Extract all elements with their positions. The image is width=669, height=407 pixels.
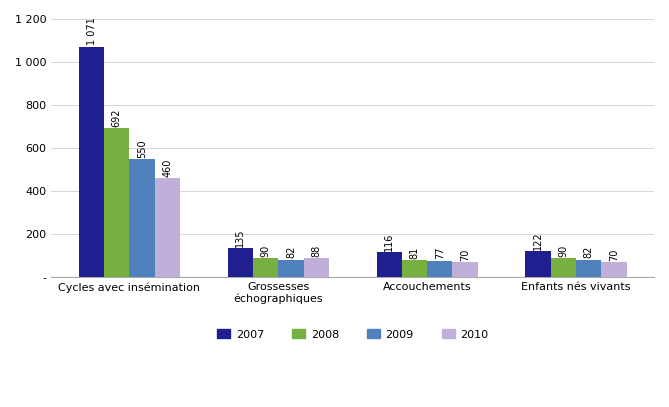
Text: 135: 135 xyxy=(235,228,246,247)
Text: 77: 77 xyxy=(435,247,445,259)
Text: 692: 692 xyxy=(112,109,122,127)
Text: 550: 550 xyxy=(137,139,147,158)
Bar xyxy=(227,248,253,277)
Bar xyxy=(551,258,576,277)
Bar xyxy=(402,260,427,277)
Text: 90: 90 xyxy=(559,244,569,256)
Text: 82: 82 xyxy=(583,246,593,258)
Bar xyxy=(377,252,402,277)
Text: 460: 460 xyxy=(163,159,173,177)
Bar xyxy=(576,260,601,277)
Legend: 2007, 2008, 2009, 2010: 2007, 2008, 2009, 2010 xyxy=(213,325,493,344)
Bar xyxy=(79,47,104,277)
Text: 116: 116 xyxy=(384,233,394,251)
Text: 81: 81 xyxy=(409,246,419,258)
Text: 70: 70 xyxy=(460,249,470,261)
Text: 1 071: 1 071 xyxy=(86,18,96,46)
Bar xyxy=(452,262,478,277)
Text: 82: 82 xyxy=(286,246,296,258)
Bar xyxy=(253,258,278,277)
Bar xyxy=(130,159,155,277)
Bar xyxy=(525,251,551,277)
Text: 122: 122 xyxy=(533,231,543,250)
Text: 90: 90 xyxy=(261,244,271,256)
Bar xyxy=(427,260,452,277)
Bar xyxy=(304,258,329,277)
Bar xyxy=(278,260,304,277)
Text: 88: 88 xyxy=(311,245,321,257)
Text: 70: 70 xyxy=(609,249,619,261)
Bar xyxy=(155,178,180,277)
Bar xyxy=(601,262,627,277)
Bar xyxy=(104,128,130,277)
